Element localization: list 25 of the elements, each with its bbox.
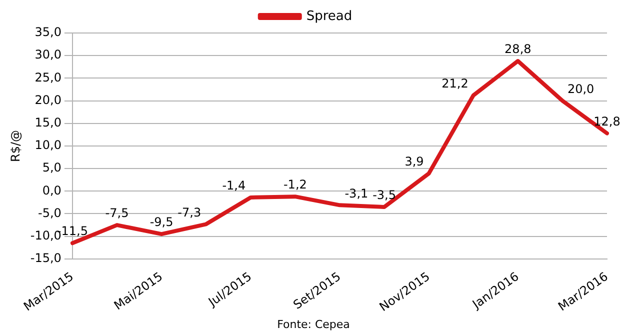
y-tick-label: 5,0	[42, 160, 62, 175]
data-label: -7,3	[178, 205, 202, 220]
y-tick-label: 20,0	[34, 92, 62, 107]
y-axis-title: R$/@	[8, 130, 22, 162]
y-tick-label: -15,0	[30, 251, 62, 266]
data-label: 12,8	[594, 114, 620, 128]
y-tick-label: 30,0	[34, 48, 62, 62]
data-label: 21,2	[442, 76, 468, 90]
y-tick-label: 15,0	[34, 116, 62, 130]
legend-label: Spread	[306, 8, 352, 24]
y-tick-label: 35,0	[34, 25, 62, 40]
data-label: -3,5	[372, 188, 396, 202]
y-tick-label: 0,0	[42, 183, 62, 198]
data-label: -7,5	[105, 206, 129, 220]
data-label: 28,8	[504, 42, 532, 56]
y-tick-label: -5,0	[38, 206, 62, 220]
y-tick-label: 25,0	[34, 70, 62, 84]
source-note: Fonte: Cepea	[276, 318, 351, 331]
data-label: 3,9	[404, 154, 424, 169]
y-tick-label: 10,0	[34, 138, 62, 152]
data-label: -3,1	[344, 186, 368, 200]
data-label: -1,4	[222, 178, 246, 193]
data-label: -1,2	[283, 178, 307, 192]
data-label: 20,0	[567, 82, 594, 96]
data-label: -9,5	[150, 215, 174, 230]
